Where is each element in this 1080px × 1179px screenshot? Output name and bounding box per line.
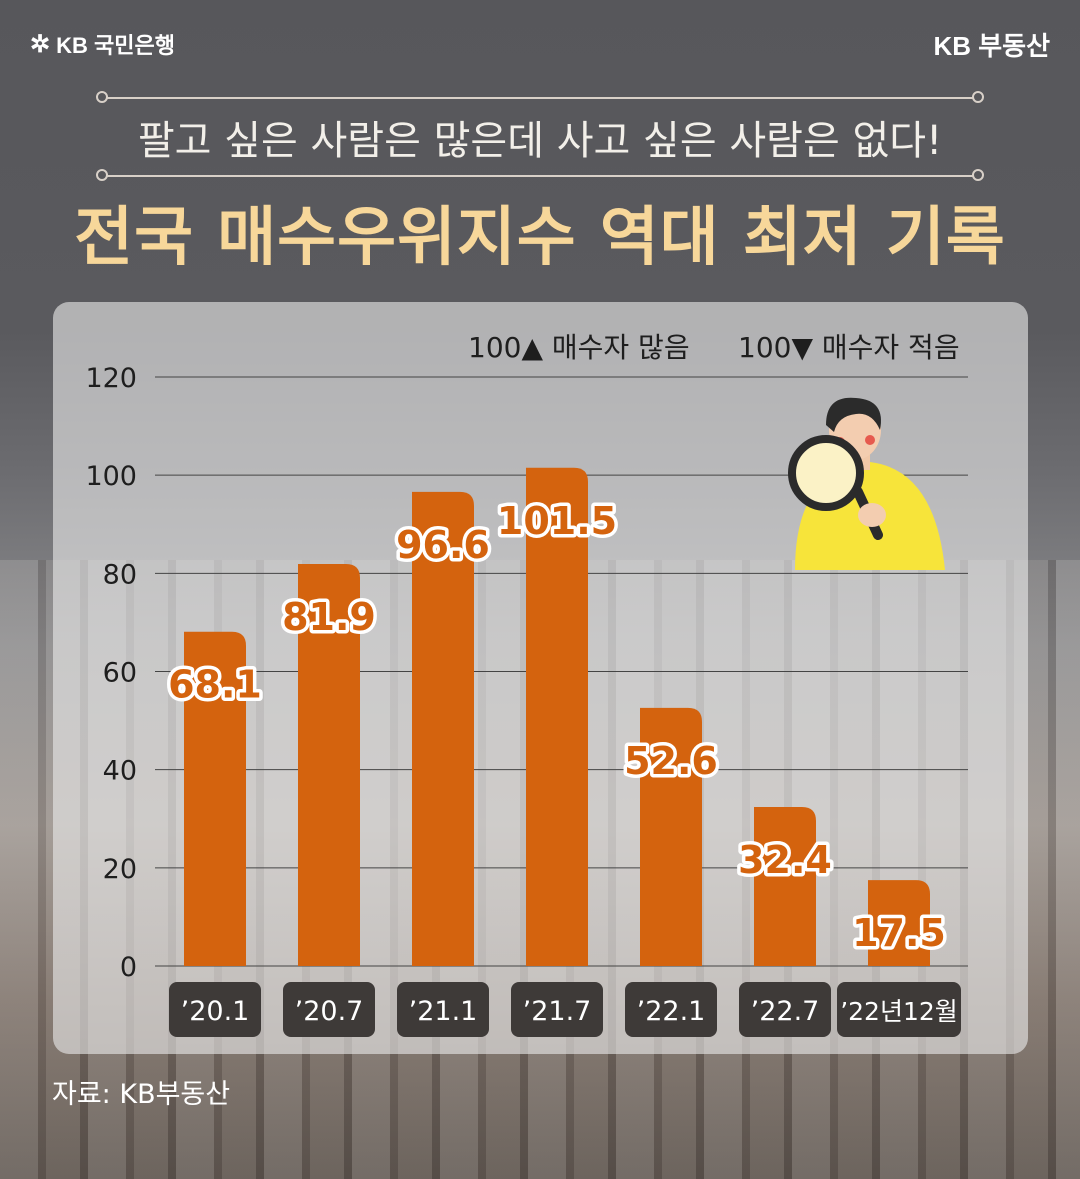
bar-value-label: 96.6	[396, 523, 490, 567]
y-tick-label: 60	[103, 658, 137, 689]
category-pill	[739, 982, 831, 1037]
star-logo-icon: ✲	[30, 30, 51, 58]
legend-above: 100▲ 매수자 많음	[468, 331, 690, 364]
category-label: ’22년12월	[840, 997, 958, 1026]
bars-layer	[184, 467, 930, 966]
category-pill	[397, 982, 489, 1037]
frame-dot	[972, 91, 984, 103]
page-title: 전국 매수우위지수 역대 최저 기록	[74, 201, 1006, 275]
category-label: ’22.7	[751, 996, 820, 1027]
frame-dot	[96, 169, 108, 181]
kb-bank-logo: ✲ KB 국민은행	[30, 28, 175, 60]
bar	[184, 631, 246, 966]
bar	[868, 880, 930, 966]
frame-dot	[972, 169, 984, 181]
y-tick-label: 20	[103, 854, 137, 885]
bar	[412, 491, 474, 966]
bar-value-label: 101.5	[497, 499, 617, 543]
category-label: ’21.7	[523, 996, 592, 1027]
y-tick-label: 120	[85, 363, 137, 394]
category-pill	[625, 982, 717, 1037]
category-label: ’20.1	[181, 996, 250, 1027]
bar-value-label: 52.6	[624, 739, 718, 783]
source-note: 자료: KB부동산	[52, 1079, 231, 1110]
frame-dot	[96, 91, 108, 103]
bar	[298, 564, 360, 966]
category-pill	[283, 982, 375, 1037]
category-pill	[511, 982, 603, 1037]
y-tick-label: 0	[120, 952, 137, 983]
kb-real-estate-label: KB 부동산	[933, 31, 1050, 61]
bar	[754, 806, 816, 966]
magnifier-person-illustration	[788, 397, 945, 570]
category-label: ’21.1	[409, 996, 478, 1027]
bar-value-label: 32.4	[738, 838, 832, 882]
category-label: ’20.7	[295, 996, 364, 1027]
bar-value-label: 68.1	[168, 663, 262, 707]
category-pill	[169, 982, 261, 1037]
frame-line-bottom	[104, 175, 976, 177]
frame-line-top	[104, 97, 976, 99]
bar	[526, 467, 588, 966]
subtitle: 팔고 싶은 사람은 많은데 사고 싶은 사람은 없다!	[137, 118, 943, 164]
bar-value-label: 81.9	[282, 595, 376, 639]
bar	[640, 707, 702, 966]
category-label: ’22.1	[637, 996, 706, 1027]
legend-below: 100▼ 매수자 적음	[738, 331, 960, 364]
y-tick-label: 40	[103, 756, 137, 787]
bar-value-label: 17.5	[852, 911, 946, 955]
y-tick-label: 100	[85, 461, 137, 492]
bank-logo-text: KB 국민은행	[56, 33, 175, 58]
y-tick-label: 80	[103, 559, 137, 590]
category-pill	[837, 982, 961, 1037]
categories-layer: ’20.1 ’20.7 ’21.1 ’21.7 ’22.1 ’22.7 ’22년12월	[169, 982, 961, 1037]
